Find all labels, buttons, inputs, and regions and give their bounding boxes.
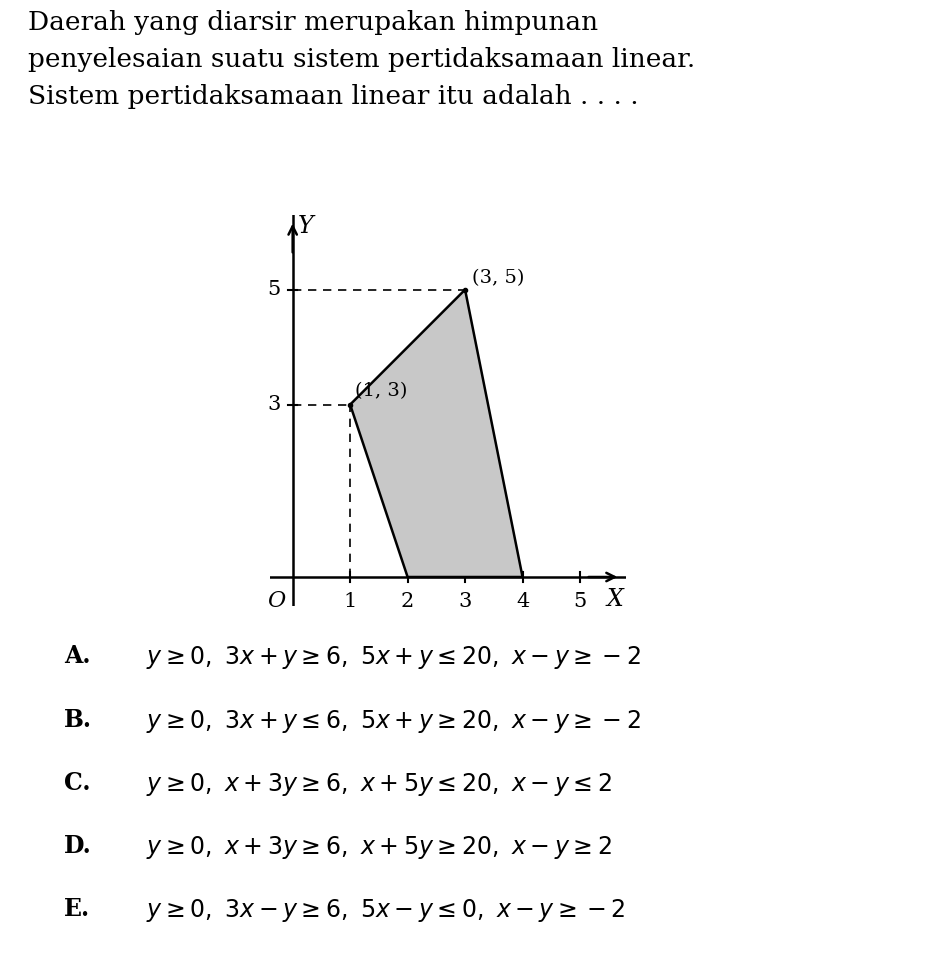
- Text: $y \geq 0,\ x + 3y \geq 6,\ x + 5y \geq 20,\ x - y \geq 2$: $y \geq 0,\ x + 3y \geq 6,\ x + 5y \geq …: [146, 834, 611, 861]
- Text: $y \geq 0,\ 3x + y \geq 6,\ 5x + y \leq 20,\ x - y \geq -2$: $y \geq 0,\ 3x + y \geq 6,\ 5x + y \leq …: [146, 645, 640, 671]
- Text: 4: 4: [516, 592, 529, 611]
- Text: 3: 3: [268, 395, 281, 414]
- Text: 2: 2: [401, 592, 414, 611]
- Text: Y: Y: [298, 215, 313, 238]
- Text: A.: A.: [64, 645, 91, 668]
- Text: $y \geq 0,\ 3x + y \leq 6,\ 5x + y \geq 20,\ x - y \geq -2$: $y \geq 0,\ 3x + y \leq 6,\ 5x + y \geq …: [146, 707, 640, 735]
- Text: 3: 3: [458, 592, 472, 611]
- Text: O: O: [268, 590, 285, 613]
- Text: C.: C.: [64, 771, 91, 795]
- Polygon shape: [350, 289, 522, 577]
- Text: 5: 5: [574, 592, 587, 611]
- Text: (1, 3): (1, 3): [355, 382, 407, 400]
- Text: 1: 1: [343, 592, 356, 611]
- Text: X: X: [606, 588, 623, 612]
- Text: $y \geq 0,\ 3x - y \geq 6,\ 5x - y \leq 0,\ x - y \geq -2$: $y \geq 0,\ 3x - y \geq 6,\ 5x - y \leq …: [146, 898, 625, 924]
- Text: B.: B.: [64, 707, 92, 732]
- Text: E.: E.: [64, 898, 91, 921]
- Text: $y \geq 0,\ x + 3y \geq 6,\ x + 5y \leq 20,\ x - y \leq 2$: $y \geq 0,\ x + 3y \geq 6,\ x + 5y \leq …: [146, 771, 611, 798]
- Text: Daerah yang diarsir merupakan himpunan
penyelesaian suatu sistem pertidaksamaan : Daerah yang diarsir merupakan himpunan p…: [28, 10, 695, 108]
- Text: 5: 5: [268, 280, 281, 299]
- Text: (3, 5): (3, 5): [472, 269, 524, 287]
- Text: D.: D.: [64, 834, 92, 858]
